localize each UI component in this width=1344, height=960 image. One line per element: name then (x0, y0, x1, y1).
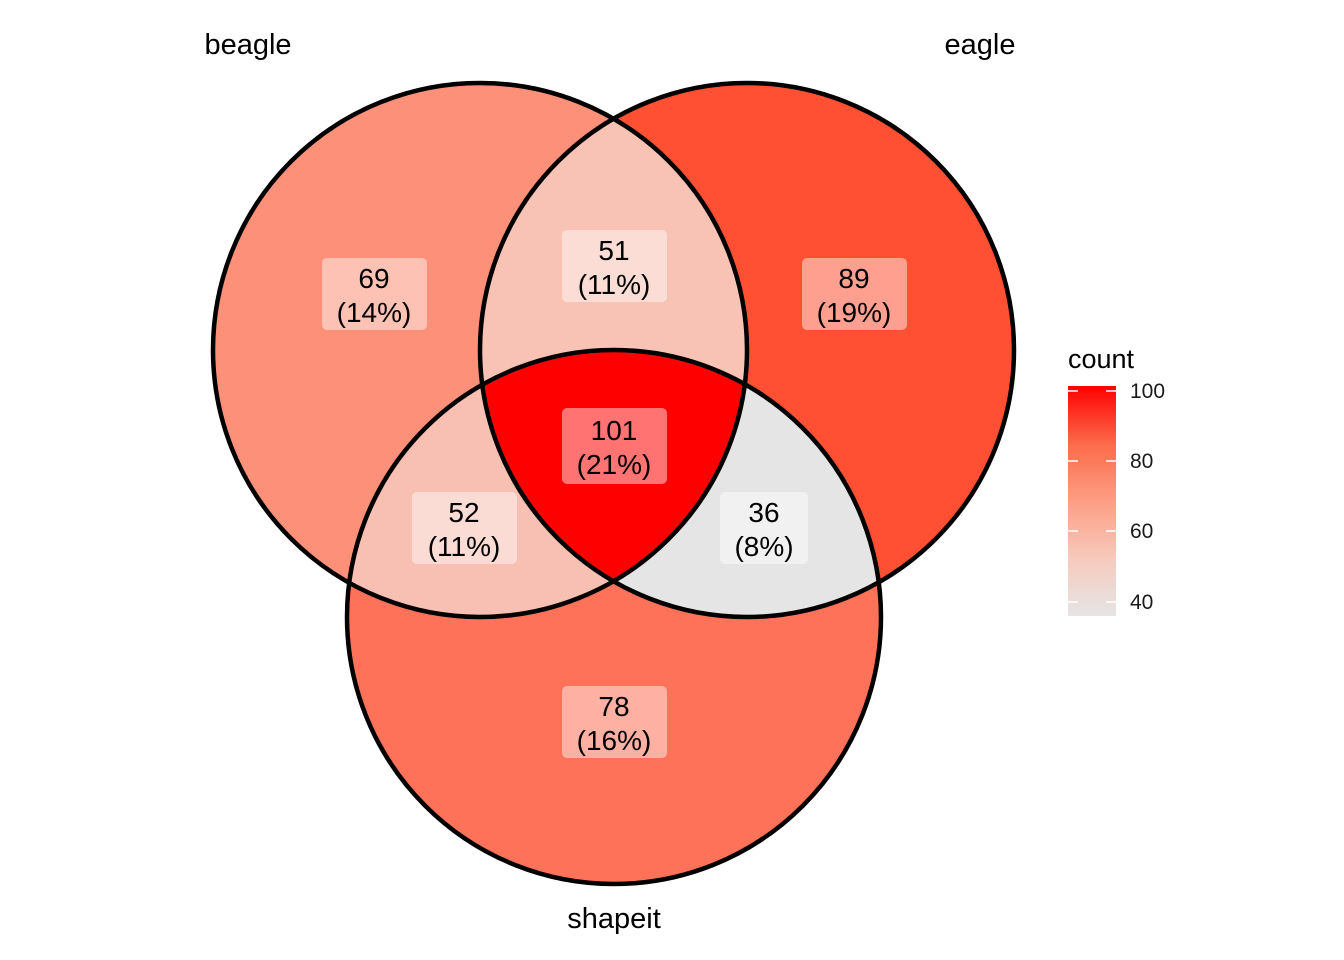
set-outlines (210, 80, 1017, 887)
region-label-eagle-shapeit: 36 (8%) (720, 492, 808, 564)
region-beagle-shapeit (347, 350, 747, 617)
label-box (562, 686, 667, 758)
region-percent: (16%) (577, 725, 652, 756)
color-legend: count 100 80 60 40 (1068, 344, 1165, 616)
legend-tick-label: 100 (1130, 380, 1165, 403)
region-percent: (21%) (577, 449, 652, 480)
region-count: 89 (838, 263, 869, 294)
region-percent: (19%) (817, 297, 892, 328)
region-count: 36 (748, 497, 779, 528)
legend-colorbar (1068, 386, 1116, 616)
region-percent: (11%) (578, 269, 651, 300)
set-label-shapeit: shapeit (567, 903, 661, 935)
label-box (322, 258, 427, 330)
region-fills (213, 83, 1014, 884)
legend-title: count (1068, 344, 1135, 374)
set-label-eagle: eagle (945, 29, 1016, 61)
region-label-beagle-only: 69 (14%) (322, 258, 427, 330)
region-count: 69 (358, 263, 389, 294)
region-count: 52 (448, 497, 479, 528)
label-box (720, 492, 808, 564)
region-label-eagle-only: 89 (19%) (802, 258, 907, 330)
region-label-all-three: 101 (21%) (562, 408, 667, 484)
legend-tick-label: 80 (1130, 450, 1153, 473)
region-label-beagle-shapeit: 52 (11%) (412, 492, 517, 564)
label-box (562, 230, 667, 302)
circle-eagle (477, 80, 1017, 620)
legend-tick-label: 40 (1130, 591, 1153, 614)
legend-tick-label: 60 (1130, 520, 1153, 543)
region-count: 78 (598, 691, 629, 722)
label-box (412, 492, 517, 564)
region-count: 51 (598, 235, 629, 266)
region-count: 101 (591, 415, 638, 446)
region-label-beagle-eagle: 51 (11%) (562, 230, 667, 302)
region-percent: (8%) (734, 531, 793, 562)
region-percent: (14%) (337, 297, 412, 328)
set-label-beagle: beagle (204, 29, 291, 61)
legend-tick-marks (1068, 390, 1116, 603)
label-box (562, 408, 667, 484)
circle-beagle (210, 80, 750, 620)
circle-shapeit (344, 347, 884, 887)
region-label-shapeit-only: 78 (16%) (562, 686, 667, 758)
region-percent: (11%) (428, 531, 501, 562)
label-box (802, 258, 907, 330)
